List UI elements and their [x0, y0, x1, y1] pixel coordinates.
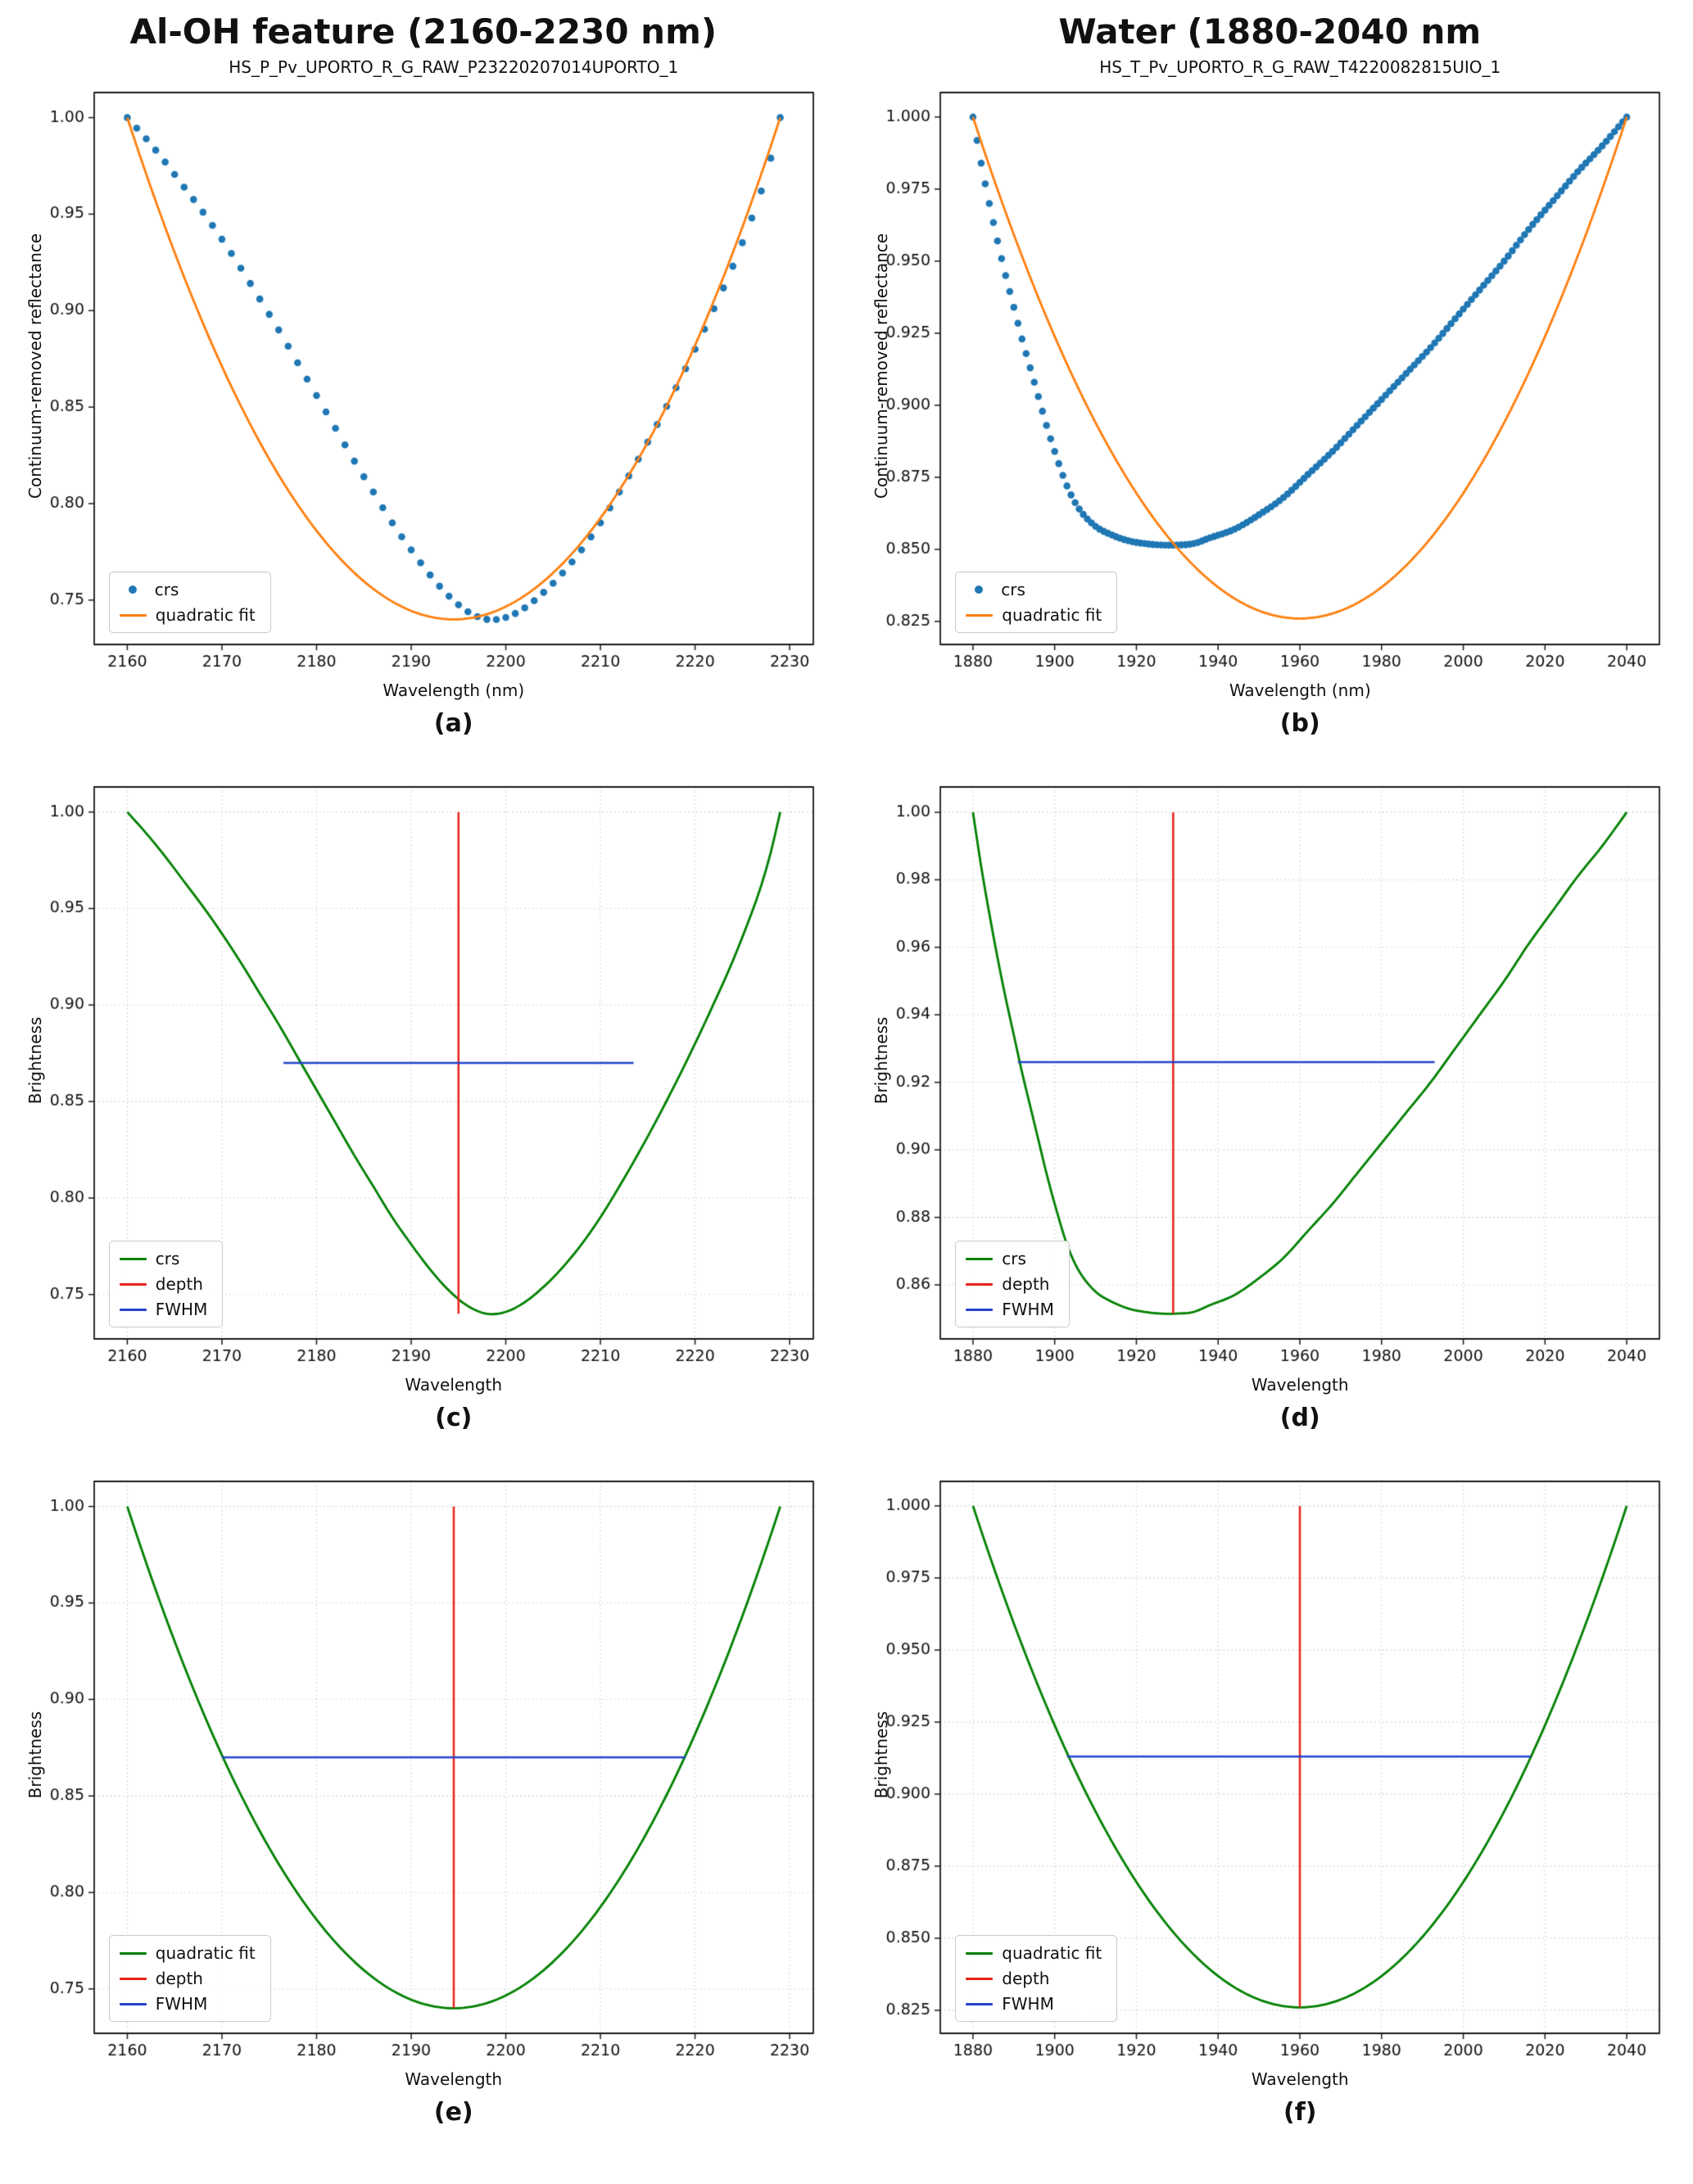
x-axis-label-a: Wavelength (nm): [383, 681, 525, 700]
caption-e: (e): [433, 2098, 473, 2127]
legend-line-marker: [966, 1308, 994, 1311]
legend-label: quadratic fit: [155, 1943, 256, 1963]
legend-dot-marker: [128, 586, 137, 594]
legend-f: quadratic fit depth FWHM: [955, 1935, 1118, 2022]
y-axis-label-b: Continuum-removed reflectance: [871, 233, 892, 500]
legend-item: crs: [120, 580, 256, 599]
chart-title-c: [22, 749, 825, 774]
legend-label: FWHM: [1002, 1994, 1054, 2014]
legend-item: quadratic fit: [119, 1943, 256, 1963]
y-axis-label-a: Continuum-removed reflectance: [25, 233, 45, 500]
legend-item: quadratic fit: [119, 605, 256, 625]
legend-item: crs: [966, 1249, 1054, 1268]
chart-block-e: Brightness Wavelength quadratic fit depth…: [21, 1444, 825, 2130]
legend-dot-marker: [975, 586, 984, 594]
chart-area-e: Brightness Wavelength quadratic fit depth…: [21, 1468, 825, 2091]
legend-label: quadratic fit: [155, 605, 256, 625]
legend-label: crs: [154, 580, 179, 599]
legend-item: FWHM: [119, 1994, 256, 2014]
chart-title-f: [868, 1444, 1671, 1468]
legend-line-marker: [119, 613, 147, 617]
legend-label: FWHM: [155, 1994, 208, 2014]
x-axis-label-d: Wavelength: [1251, 1375, 1349, 1395]
legend-item: depth: [119, 1274, 208, 1294]
chart-area-a: Continuum-removed reflectance Wavelength…: [21, 79, 825, 702]
legend-label: crs: [155, 1249, 180, 1268]
chart-title-e: [22, 1444, 825, 1468]
legend-item: depth: [119, 1969, 256, 1988]
y-axis-label-d: Brightness: [871, 1016, 892, 1105]
legend-item: FWHM: [966, 1300, 1054, 1319]
legend-label: depth: [1002, 1274, 1050, 1294]
chart-area-d: Brightness Wavelength crs depth FWHM: [868, 774, 1672, 1396]
legend-line-marker: [966, 1282, 994, 1286]
legend-label: quadratic fit: [1002, 605, 1102, 625]
chart-block-d: Brightness Wavelength crs depth FWHM (d): [868, 749, 1672, 1436]
legend-line-marker: [119, 1308, 147, 1311]
x-axis-label-f: Wavelength: [1251, 2069, 1349, 2089]
legend-item: FWHM: [119, 1300, 208, 1319]
caption-a: (a): [433, 709, 473, 738]
y-axis-label-c: Brightness: [25, 1016, 45, 1105]
legend-a: crs quadratic fit: [108, 572, 271, 633]
legend-e: quadratic fit depth FWHM: [108, 1935, 271, 2022]
legend-c: crs depth FWHM: [108, 1241, 224, 1327]
legend-item: quadratic fit: [966, 1943, 1102, 1963]
legend-item: FWHM: [966, 1994, 1102, 2014]
charts-grid: HS_P_Pv_UPORTO_R_G_RAW_P23220207014UPORT…: [0, 55, 1693, 2130]
legend-line-marker: [966, 1951, 994, 1955]
legend-item: crs: [966, 580, 1102, 599]
legend-label: FWHM: [155, 1300, 208, 1319]
legend-line-marker: [966, 2002, 994, 2005]
legend-item: crs: [119, 1249, 208, 1268]
caption-d: (d): [1279, 1404, 1320, 1432]
x-axis-label-e: Wavelength: [405, 2069, 503, 2089]
chart-title-b: HS_T_Pv_UPORTO_R_G_RAW_T4220082815UIO_1: [1099, 57, 1501, 77]
chart-area-f: Brightness Wavelength quadratic fit depth…: [868, 1468, 1672, 2091]
y-axis-label-f: Brightness: [871, 1711, 892, 1799]
legend-line-marker: [119, 2002, 147, 2005]
column-title-aloh: Al-OH feature (2160-2230 nm): [129, 11, 717, 52]
legend-label: crs: [1001, 580, 1025, 599]
legend-label: FWHM: [1002, 1300, 1054, 1319]
legend-line-marker: [966, 613, 994, 617]
chart-title-a: HS_P_Pv_UPORTO_R_G_RAW_P23220207014UPORT…: [229, 57, 679, 77]
chart-area-b: Continuum-removed reflectance Wavelength…: [868, 79, 1672, 702]
chart-block-a: HS_P_Pv_UPORTO_R_G_RAW_P23220207014UPORT…: [21, 55, 825, 741]
x-axis-label-c: Wavelength: [405, 1375, 503, 1395]
legend-label: depth: [1002, 1969, 1050, 1988]
caption-c: (c): [435, 1404, 473, 1432]
legend-line-marker: [966, 1257, 994, 1260]
column-title-water: Water (1880-2040 nm: [1058, 11, 1482, 52]
legend-line-marker: [119, 1282, 147, 1286]
legend-label: crs: [1002, 1249, 1026, 1268]
chart-block-b: HS_T_Pv_UPORTO_R_G_RAW_T4220082815UIO_1 …: [868, 55, 1672, 741]
caption-f: (f): [1283, 2098, 1317, 2127]
legend-line-marker: [966, 1977, 994, 1980]
legend-line-marker: [119, 1977, 147, 1980]
chart-title-d: [868, 749, 1671, 774]
legend-label: quadratic fit: [1002, 1943, 1102, 1963]
chart-block-c: Brightness Wavelength crs depth FWHM (c): [21, 749, 825, 1436]
caption-b: (b): [1279, 709, 1320, 738]
legend-d: crs depth FWHM: [955, 1241, 1070, 1327]
chart-block-f: Brightness Wavelength quadratic fit depth…: [868, 1444, 1672, 2130]
legend-item: quadratic fit: [966, 605, 1102, 625]
legend-item: depth: [966, 1274, 1054, 1294]
y-axis-label-e: Brightness: [25, 1711, 45, 1799]
legend-b: crs quadratic fit: [955, 572, 1118, 633]
legend-item: depth: [966, 1969, 1102, 1988]
x-axis-label-b: Wavelength (nm): [1229, 681, 1371, 700]
legend-line-marker: [119, 1257, 147, 1260]
legend-line-marker: [119, 1951, 147, 1955]
chart-area-c: Brightness Wavelength crs depth FWHM: [21, 774, 825, 1396]
legend-label: depth: [155, 1969, 203, 1988]
legend-label: depth: [155, 1274, 203, 1294]
column-headers: Al-OH feature (2160-2230 nm) Water (1880…: [0, 5, 1693, 52]
